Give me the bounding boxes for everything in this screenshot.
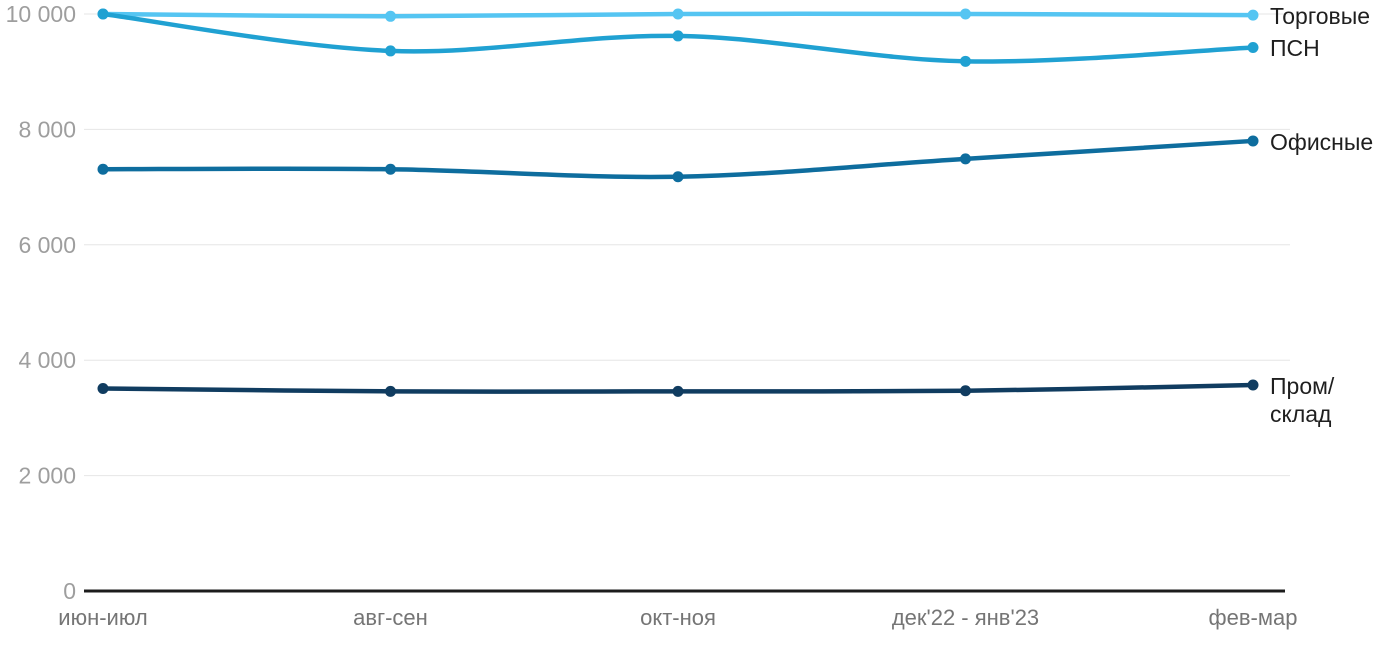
data-point-series-1	[960, 55, 971, 67]
data-point-series-3	[960, 385, 971, 397]
legend-label-ofisnye: Офисные	[1270, 128, 1374, 155]
data-point-series-1	[1247, 41, 1259, 53]
data-point-series-2	[1247, 135, 1259, 147]
x-tick-label: дек'22 - янв'23	[892, 605, 1039, 630]
data-point-series-1	[672, 30, 684, 42]
data-point-series-0	[960, 8, 971, 20]
data-point-series-0	[1247, 9, 1259, 21]
data-point-series-3	[385, 385, 396, 397]
data-point-series-2	[672, 171, 684, 183]
x-tick-label: авг-сен	[353, 605, 428, 630]
x-tick-label: фев-мар	[1209, 605, 1298, 630]
data-point-series-2	[385, 163, 396, 175]
data-point-series-1	[97, 8, 109, 20]
y-tick-label: 10 000	[6, 1, 76, 27]
data-point-series-0	[385, 10, 396, 22]
data-point-series-0	[672, 8, 684, 20]
y-tick-label: 2 000	[18, 463, 76, 489]
y-tick-label: 6 000	[18, 232, 76, 258]
data-point-series-3	[672, 385, 684, 397]
legend-label-psn: ПСН	[1270, 35, 1320, 62]
data-point-series-3	[97, 382, 109, 394]
y-tick-label: 8 000	[18, 116, 76, 142]
x-tick-label: окт-ноя	[640, 605, 716, 630]
legend-label-torgovye: Торговые	[1270, 3, 1371, 30]
x-tick-label: июн-июл	[58, 605, 147, 630]
y-tick-label: 4 000	[18, 347, 76, 373]
data-point-series-3	[1247, 379, 1259, 391]
legend-label-prom-sklad: Пром/ склад	[1270, 373, 1335, 427]
y-tick-label: 0	[63, 578, 76, 604]
data-point-series-2	[960, 153, 971, 165]
data-point-series-1	[385, 45, 396, 57]
data-point-series-2	[97, 163, 109, 175]
